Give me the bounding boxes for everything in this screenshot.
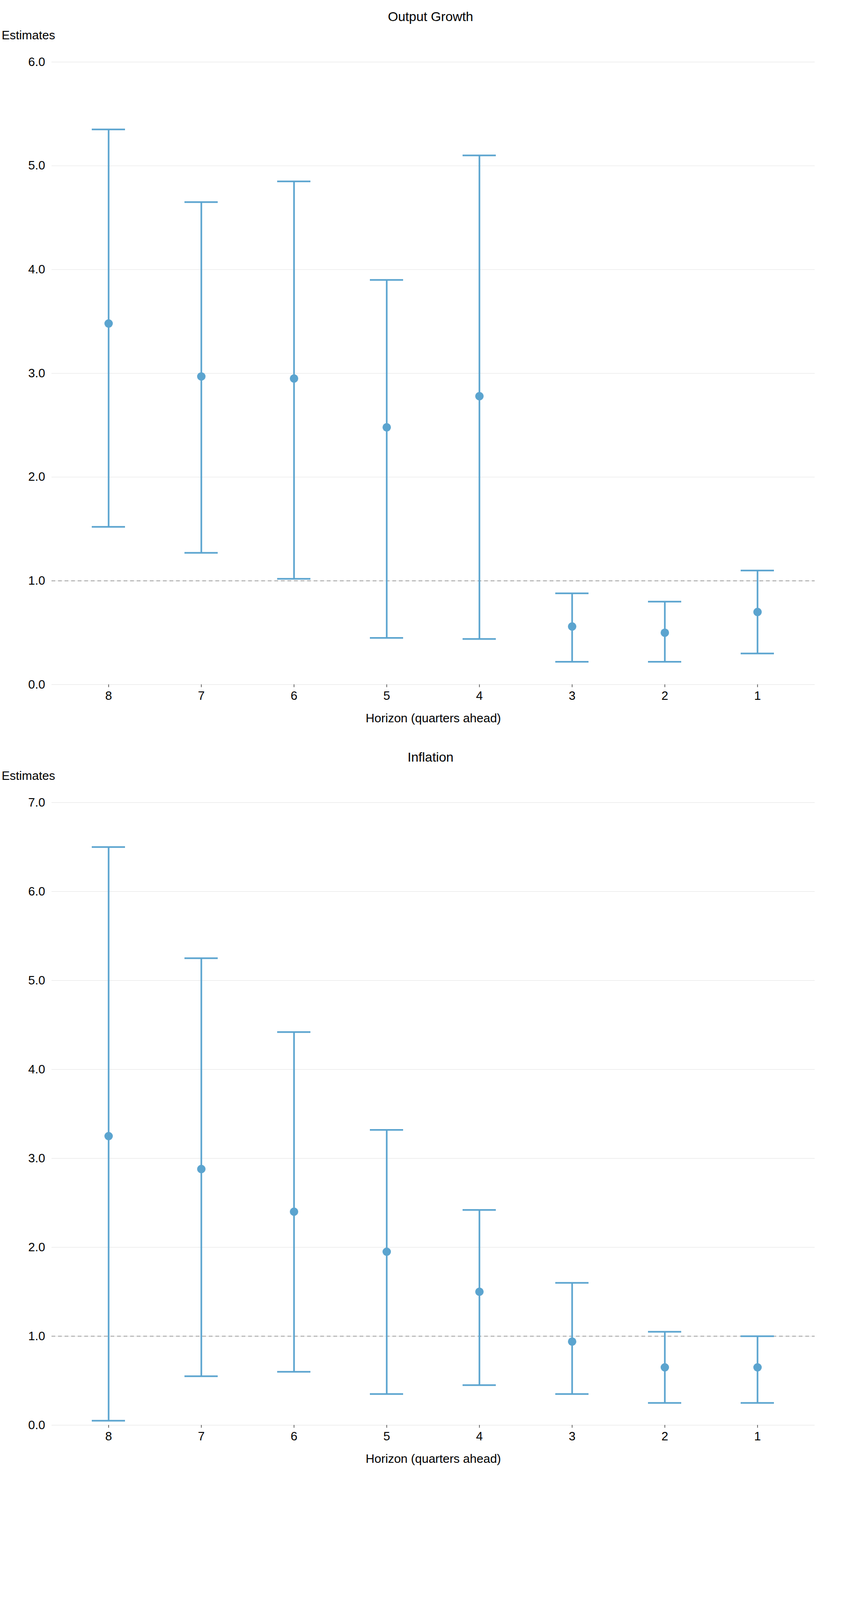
svg-text:1.0: 1.0 — [28, 1329, 45, 1344]
svg-text:Estimates: Estimates — [1, 29, 56, 43]
svg-text:6.0: 6.0 — [28, 54, 45, 69]
svg-text:3.0: 3.0 — [28, 366, 45, 381]
svg-text:7.0: 7.0 — [28, 795, 45, 810]
html-text:Output Growth: Output Growth — [387, 9, 474, 24]
svg-text:Horizon (quarters ahead): Horizon (quarters ahead) — [365, 1451, 501, 1466]
svg-text:3: 3 — [568, 688, 576, 703]
svg-text:2: 2 — [661, 1429, 669, 1444]
svg-text:2: 2 — [661, 688, 669, 703]
svg-text:5: 5 — [383, 1429, 391, 1444]
svg-text:1.0: 1.0 — [28, 573, 45, 588]
svg-text:4: 4 — [476, 1429, 483, 1444]
svg-text:8: 8 — [105, 1429, 112, 1444]
svg-text:2.0: 2.0 — [28, 469, 45, 484]
svg-text:5.0: 5.0 — [28, 158, 45, 173]
html-text:Inflation: Inflation — [407, 750, 454, 765]
svg-text:8: 8 — [105, 688, 112, 703]
svg-text:5: 5 — [383, 688, 391, 703]
svg-text:4: 4 — [476, 688, 483, 703]
svg-text:1: 1 — [754, 688, 761, 703]
svg-text:4.0: 4.0 — [28, 262, 45, 277]
svg-text:0.0: 0.0 — [28, 1418, 45, 1433]
svg-text:0.0: 0.0 — [28, 677, 45, 692]
svg-text:6.0: 6.0 — [28, 884, 45, 899]
svg-text:Horizon (quarters ahead): Horizon (quarters ahead) — [365, 711, 501, 726]
svg-text:3: 3 — [568, 1429, 576, 1444]
svg-text:5.0: 5.0 — [28, 973, 45, 988]
svg-text:2.0: 2.0 — [28, 1240, 45, 1255]
svg-text:Estimates: Estimates — [1, 769, 56, 783]
svg-text:7: 7 — [198, 1429, 205, 1444]
svg-text:6: 6 — [290, 688, 298, 703]
svg-text:6: 6 — [290, 1429, 298, 1444]
svg-text:1: 1 — [754, 1429, 761, 1444]
svg-text:4.0: 4.0 — [28, 1062, 45, 1077]
svg-text:3.0: 3.0 — [28, 1151, 45, 1166]
svg-text:7: 7 — [198, 688, 205, 703]
